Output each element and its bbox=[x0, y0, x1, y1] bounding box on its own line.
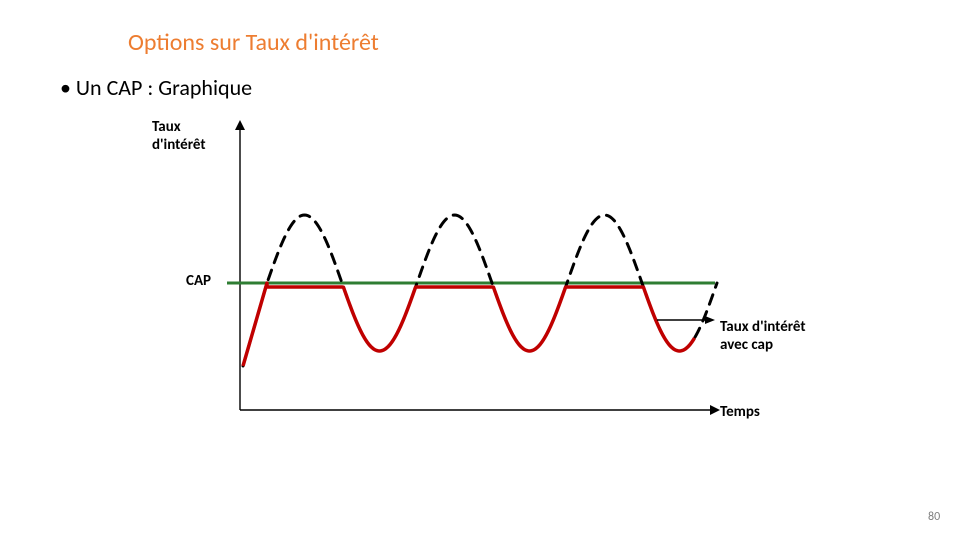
bullet-cap-graphique: • Un CAP : Graphique bbox=[60, 74, 252, 101]
y-axis-label-line2: d'intérêt bbox=[152, 136, 206, 154]
page-number: 80 bbox=[928, 510, 940, 524]
y-axis-label: Taux d'intérêt bbox=[152, 118, 206, 154]
cap-label: CAP bbox=[186, 272, 211, 290]
page-title: Options sur Taux d'intérêt bbox=[128, 28, 379, 57]
y-axis-label-line1: Taux bbox=[152, 118, 181, 136]
cap-chart bbox=[225, 120, 745, 420]
